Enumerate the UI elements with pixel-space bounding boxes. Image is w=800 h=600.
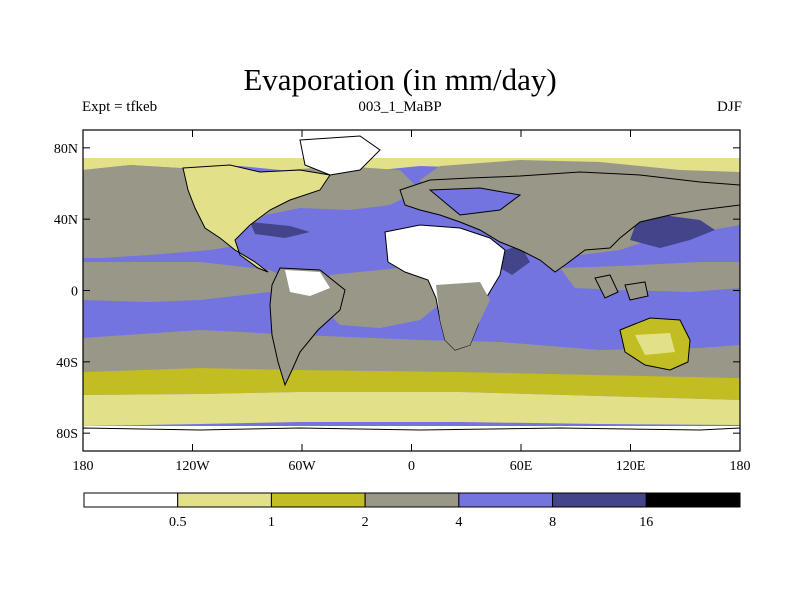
land-africa-south [436, 282, 490, 350]
colorbar: 0.5 1 2 4 8 16 [83, 492, 741, 530]
experiment-label: Expt = tfkeb [82, 99, 158, 115]
colorbar-swatch [458, 492, 554, 508]
y-axis: 80N 40N 0 40S 80S [54, 142, 740, 442]
field-nwpacific-dark [630, 212, 715, 248]
colorbar-label: 0.5 [169, 515, 187, 530]
x-tick-label: 60W [288, 459, 316, 474]
colorbar-swatch [177, 492, 272, 508]
colorbar-label: 1 [268, 515, 275, 530]
land-antarctica [83, 427, 740, 451]
land-sa-white [285, 270, 330, 296]
y-tick-label: 40S [56, 356, 78, 371]
colorbar-label: 8 [549, 515, 556, 530]
field-gulfstream-dark [250, 222, 310, 238]
x-axis: 180 120W 60W 0 60E 120E 180 [73, 130, 751, 474]
colorbar-swatch [83, 492, 179, 508]
colorbar-label: 4 [455, 515, 462, 530]
land-australia-light [635, 333, 675, 355]
x-tick-label: 120E [616, 459, 646, 474]
y-tick-label: 80N [54, 142, 78, 157]
land-north-america [182, 164, 331, 273]
map-title: Evaporation (in mm/day) [243, 62, 557, 97]
land-sumatra [594, 274, 619, 299]
map-field [83, 130, 740, 451]
colorbar-swatch [364, 492, 460, 508]
field-south-light [83, 392, 740, 426]
x-tick-label: 120W [175, 459, 210, 474]
x-tick-label: 180 [73, 459, 94, 474]
land-borneo [624, 281, 649, 301]
season-label: DJF [716, 99, 742, 115]
x-tick-label: 180 [730, 459, 751, 474]
land-south-america [269, 267, 346, 387]
colorbar-swatch [645, 492, 741, 508]
x-tick-label: 0 [408, 459, 415, 474]
field-south-olive [83, 368, 740, 400]
colorbar-label: 16 [639, 515, 653, 530]
field-arabian-dark [500, 245, 530, 275]
land-sahara [390, 240, 480, 268]
colorbar-label: 2 [362, 515, 369, 530]
colorbar-swatch [552, 492, 647, 508]
period-label: 003_1_MaBP [358, 99, 442, 115]
field-eq-atlantic-gray [320, 268, 445, 328]
y-tick-label: 80S [56, 427, 78, 442]
land-greenland [299, 135, 381, 176]
colorbar-swatch [270, 492, 366, 508]
field-eq-pacific-gray [83, 262, 290, 302]
field-south-gray [83, 330, 740, 378]
land-central-asia [428, 187, 522, 216]
x-tick-label: 60E [510, 459, 533, 474]
y-tick-label: 40N [54, 213, 78, 228]
y-tick-label: 0 [71, 285, 78, 300]
